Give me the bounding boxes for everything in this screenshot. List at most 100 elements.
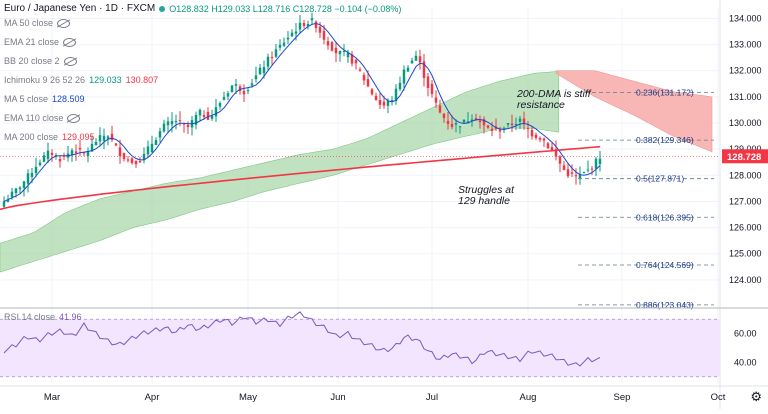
x-tick-label: May [239,392,257,403]
candle-body [14,188,18,194]
hidden-eye-icon[interactable] [63,56,77,66]
candle-body [474,118,478,121]
indicator-legend-1[interactable]: EMA 21 close [4,37,77,47]
hidden-eye-icon[interactable] [57,18,71,28]
candle-body [422,61,426,78]
indicator-legend-4[interactable]: MA 5 close 128.509 [4,94,85,104]
candle-body [558,156,562,164]
candle-body [418,56,422,63]
candle-body [114,143,118,146]
candle-body [170,121,174,125]
candle-body [282,42,286,46]
candle-body [38,162,42,166]
candle-body [30,172,34,177]
candle-body [346,52,350,58]
settings-gear-icon[interactable]: ⚙ [750,389,762,404]
candle-body [546,143,550,149]
candle-body [90,143,94,152]
candle-body [318,26,322,33]
indicator-legend-6[interactable]: MA 200 close 129.095 [4,132,95,142]
x-tick-label: Jul [426,392,438,403]
indicator-label: MA 200 close [4,132,59,142]
candle-body [490,128,494,131]
candle-body [506,123,510,125]
candle-body [78,147,82,150]
candle-body [94,142,98,145]
x-tick-label: Oct [711,392,726,403]
candle-body [342,50,346,52]
rsi-tick-label: 60.00 [734,329,757,339]
indicator-legend-0[interactable]: MA 50 close [4,18,71,28]
ichimoku-cloud-red [555,70,713,153]
candle-body [206,111,210,120]
candle-body [154,140,158,145]
fib-level-label: 0.236(131.172) [636,87,694,97]
candle-body [302,22,306,26]
candle-body [574,175,578,177]
annotation-text: 200-DMA is stiff [516,88,592,100]
status-dot-icon [159,5,166,12]
candle-body [530,129,534,137]
y-tick-label: 124.000 [729,275,762,285]
indicator-label: EMA 21 close [4,37,60,47]
candle-body [326,41,330,46]
candle-body [522,118,526,124]
symbol-header: Euro / Japanese Yen · 1D · FXCM O128.832… [4,3,401,14]
candle-body [378,100,382,105]
candle-body [510,123,514,126]
candle-body [518,118,522,122]
y-tick-label: 130.000 [729,118,762,128]
candle-body [286,37,290,40]
candle-body [358,69,362,71]
hidden-eye-icon[interactable] [67,113,81,123]
candle-body [50,152,54,155]
candle-body [370,89,374,95]
y-tick-label: 131.000 [729,92,762,102]
rsi-tick-label: 40.00 [734,357,757,367]
indicator-value: 130.807 [125,75,159,85]
indicator-legend-2[interactable]: BB 20 close 2 [4,56,77,66]
candle-body [146,146,150,155]
candle-body [578,174,582,179]
candle-body [254,75,258,80]
candle-body [566,169,570,177]
candle-body [262,67,266,74]
x-tick-label: Sep [614,392,631,403]
indicator-legend-3[interactable]: Ichimoku 9 26 52 26 129.033 130.807 [4,75,158,85]
candle-body [22,181,26,188]
candle-body [382,101,386,106]
fib-level-label: 0.382(129.346) [636,135,694,145]
candle-body [434,97,438,103]
hidden-eye-icon[interactable] [63,37,77,47]
candle-body [242,90,246,95]
candle-body [354,60,358,64]
candle-body [398,82,402,90]
indicator-label: EMA 110 close [4,113,64,123]
candle-body [322,30,326,40]
indicator-label: BB 20 close 2 [4,56,60,66]
candle-body [234,84,238,86]
rsi-legend-value: 41.96 [59,312,82,322]
indicator-legend-5[interactable]: EMA 110 close [4,113,81,123]
y-tick-label: 133.000 [729,40,762,50]
candle-body [350,54,354,64]
candle-body [562,165,566,170]
candle-body [214,107,218,117]
candle-body [198,109,202,116]
candle-body [290,32,294,37]
ohlc-readout: O128.832 H129.033 L128.716 C128.728 −0.1… [169,3,402,14]
candle-body [138,161,142,163]
last-price-tag [722,149,768,164]
candle-body [34,166,38,174]
y-tick-label: 127.000 [729,196,762,206]
candle-body [514,124,518,126]
indicator-label: Ichimoku 9 26 52 26 [4,75,86,85]
candle-body [586,169,590,171]
candle-body [82,152,86,154]
candle-body [158,131,162,138]
y-tick-label: 126.000 [729,223,762,233]
candle-body [42,155,46,162]
candle-body [442,113,446,118]
x-tick-label: Jun [330,392,345,403]
